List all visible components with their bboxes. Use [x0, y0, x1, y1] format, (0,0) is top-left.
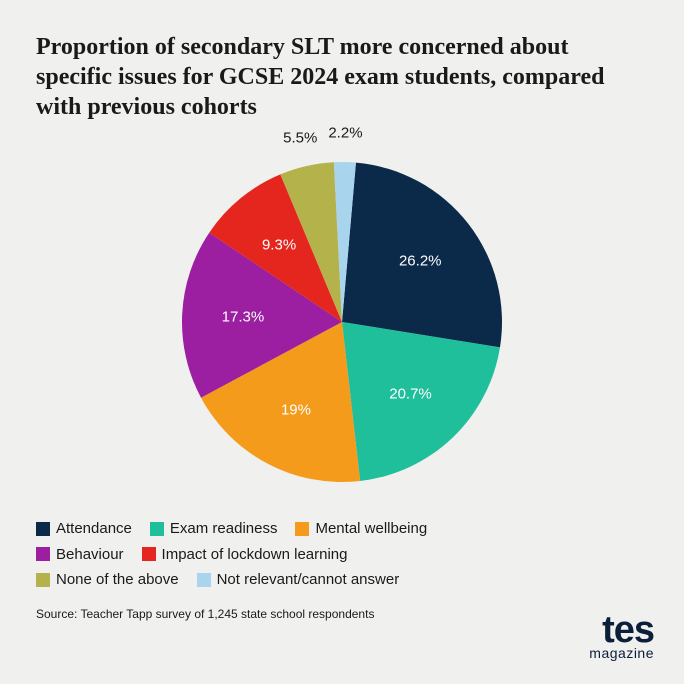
- legend-swatch: [150, 522, 164, 536]
- slice-label: 17.3%: [222, 309, 265, 326]
- pie-chart: 26.2%20.7%19%17.3%9.3%5.5%2.2%: [182, 162, 502, 482]
- slice-label: 20.7%: [389, 385, 432, 402]
- legend-item: Not relevant/cannot answer: [197, 567, 400, 593]
- legend-label: Mental wellbeing: [315, 516, 427, 542]
- legend-swatch: [36, 573, 50, 587]
- legend: Attendance Exam readiness Mental wellbeing…: [36, 516, 648, 593]
- legend-item: None of the above: [36, 567, 179, 593]
- logo-sub: magazine: [589, 647, 654, 660]
- legend-label: None of the above: [56, 567, 179, 593]
- legend-swatch: [142, 547, 156, 561]
- legend-row: Behaviour Impact of lockdown learning: [36, 542, 648, 568]
- legend-label: Impact of lockdown learning: [162, 542, 348, 568]
- legend-item: Behaviour: [36, 542, 124, 568]
- slice-label: 2.2%: [328, 125, 362, 142]
- legend-label: Exam readiness: [170, 516, 278, 542]
- legend-label: Not relevant/cannot answer: [217, 567, 400, 593]
- legend-item: Impact of lockdown learning: [142, 542, 348, 568]
- legend-swatch: [36, 547, 50, 561]
- legend-swatch: [36, 522, 50, 536]
- legend-swatch: [197, 573, 211, 587]
- publisher-logo: tes magazine: [589, 613, 654, 660]
- legend-row: None of the above Not relevant/cannot ans…: [36, 567, 648, 593]
- chart-title: Proportion of secondary SLT more concern…: [36, 32, 648, 122]
- legend-item: Mental wellbeing: [295, 516, 427, 542]
- slice-label: 19%: [281, 401, 311, 418]
- slice-label: 5.5%: [283, 129, 317, 146]
- legend-item: Attendance: [36, 516, 132, 542]
- slice-label: 26.2%: [399, 253, 442, 270]
- legend-row: Attendance Exam readiness Mental wellbeing: [36, 516, 648, 542]
- legend-swatch: [295, 522, 309, 536]
- source-text: Source: Teacher Tapp survey of 1,245 sta…: [36, 607, 648, 621]
- logo-brand: tes: [589, 613, 654, 647]
- chart-area: 26.2%20.7%19%17.3%9.3%5.5%2.2%: [36, 132, 648, 512]
- legend-label: Behaviour: [56, 542, 124, 568]
- legend-label: Attendance: [56, 516, 132, 542]
- legend-item: Exam readiness: [150, 516, 278, 542]
- slice-label: 9.3%: [262, 237, 296, 254]
